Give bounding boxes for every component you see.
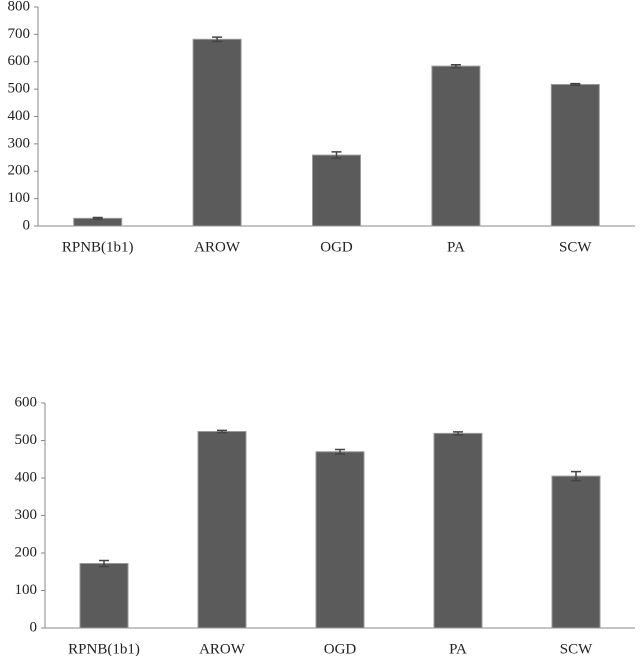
y-tick-label: 0 [30, 619, 38, 635]
bar [431, 65, 481, 227]
bar [550, 83, 600, 227]
y-tick-label: 300 [15, 507, 38, 523]
error-bar [453, 431, 463, 436]
x-tick-label: SCW [560, 641, 593, 656]
y-tick-label: 600 [8, 53, 31, 69]
error-bar [570, 82, 581, 87]
y-tick-label: 700 [8, 26, 31, 42]
y-tick-label: 200 [15, 544, 38, 560]
x-tick-label: AROW [194, 239, 241, 255]
x-tick-label: SCW [559, 239, 592, 255]
x-tick-label: RPNB(1b1) [62, 239, 134, 255]
x-tick-label: AROW [199, 641, 246, 656]
x-tick-label: PA [449, 641, 467, 656]
y-tick-label: 400 [8, 108, 31, 124]
y-tick-label: 600 [15, 394, 38, 410]
x-tick-label: OGD [324, 641, 357, 656]
y-tick-label: 100 [15, 582, 38, 598]
bar [551, 475, 601, 629]
y-tick-label: 500 [15, 432, 38, 448]
bar [312, 154, 361, 227]
error-bar [571, 470, 581, 482]
x-tick-label: PA [447, 239, 465, 255]
bar [79, 563, 129, 629]
bar [433, 432, 483, 629]
y-tick-label: 800 [8, 0, 31, 14]
y-tick-label: 200 [8, 163, 31, 179]
y-tick-label: 300 [8, 135, 31, 151]
x-tick-label: RPNB(1b1) [68, 641, 140, 656]
error-bar [335, 448, 345, 455]
bar [192, 38, 242, 227]
error-bar [217, 429, 227, 434]
bar [197, 431, 247, 629]
y-tick-label: 0 [23, 217, 31, 233]
y-tick-label: 500 [8, 81, 31, 97]
y-tick-label: 400 [15, 469, 38, 485]
error-bar [92, 216, 103, 220]
error-bar [450, 64, 461, 69]
error-bar [331, 151, 342, 160]
error-bar [212, 36, 223, 43]
bar [315, 451, 365, 629]
x-tick-label: OGD [320, 239, 353, 255]
error-bar [99, 559, 109, 568]
y-tick-label: 100 [8, 190, 31, 206]
